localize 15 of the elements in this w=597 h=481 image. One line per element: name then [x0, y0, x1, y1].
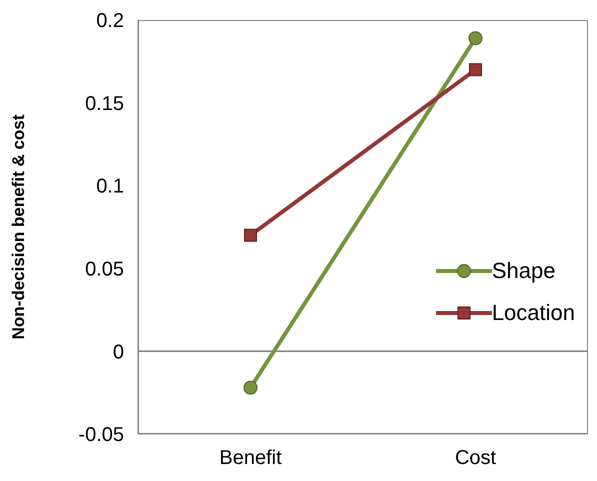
y-tick-label: 0.15: [85, 92, 124, 115]
point: [468, 31, 482, 46]
point: [244, 228, 257, 242]
y-tick-label: 0.2: [96, 10, 124, 32]
y-tick-label: 0: [112, 341, 124, 364]
legend-label: Shape: [492, 258, 556, 284]
y-tick-label: 0.05: [85, 258, 124, 280]
point: [469, 63, 482, 76]
y-tick-label: -0.05: [78, 424, 124, 446]
x-tick-label: Cost: [454, 447, 497, 470]
legend-label: Location: [492, 300, 575, 326]
point: [244, 380, 258, 395]
y-axis-title: Non-decision benefit & cost: [9, 114, 28, 340]
x-tick-label: Benefit: [219, 447, 282, 470]
y-tick-label: 0.1: [96, 176, 124, 198]
